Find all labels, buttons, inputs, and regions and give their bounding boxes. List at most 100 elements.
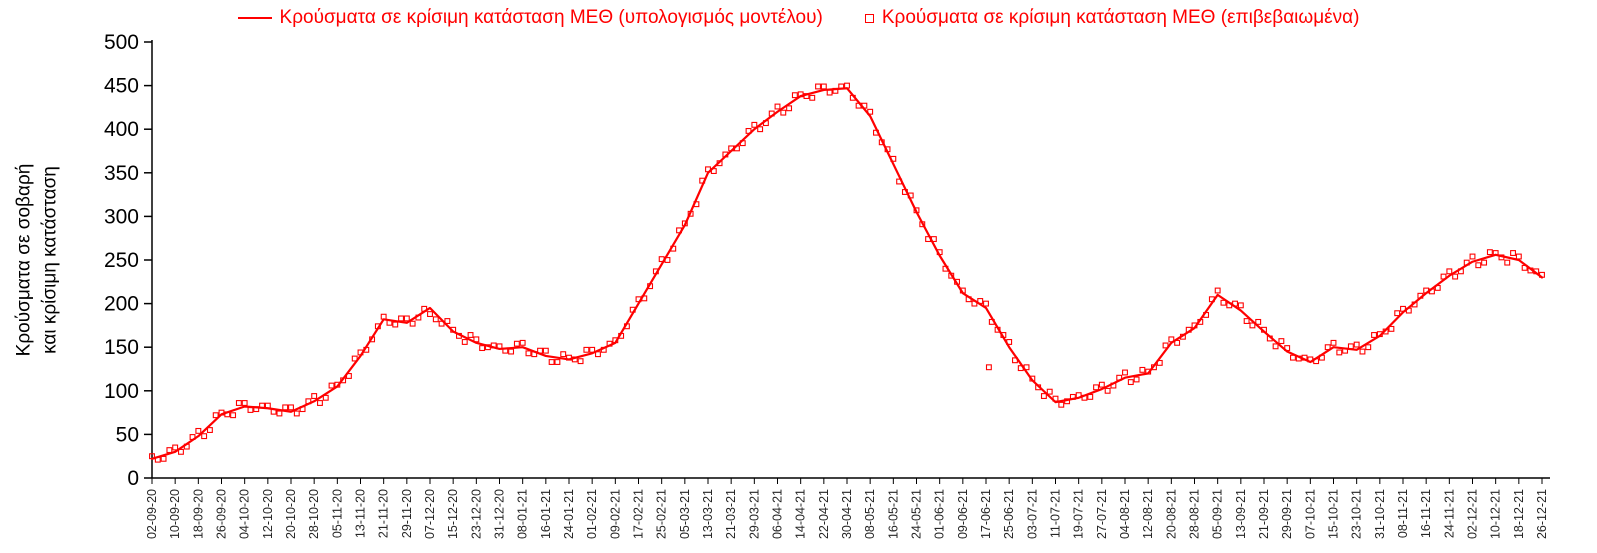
- x-tick-label: 19-07-21: [1072, 489, 1086, 539]
- confirmed-data-marker: [409, 320, 416, 327]
- confirmed-data-marker: [1371, 332, 1377, 338]
- x-tick-label: 08-11-21: [1396, 489, 1410, 538]
- confirmed-data-marker: [1278, 338, 1285, 345]
- confirmed-data-marker: [525, 350, 532, 357]
- confirmed-data-marker: [293, 410, 300, 417]
- x-tick-label: 23-10-21: [1350, 489, 1364, 539]
- x-tick-label: 11-07-21: [1049, 489, 1063, 538]
- confirmed-data-marker: [548, 359, 555, 365]
- confirmed-data-marker: [815, 83, 821, 90]
- confirmed-data-marker: [212, 412, 219, 419]
- confirmed-data-marker: [328, 382, 335, 389]
- confirmed-data-marker: [1504, 259, 1511, 266]
- y-tick-label: 200: [104, 293, 139, 316]
- confirmed-data-marker: [826, 89, 833, 96]
- confirmed-data-marker: [554, 359, 561, 365]
- confirmed-data-marker: [513, 340, 520, 347]
- confirmed-data-marker: [780, 109, 787, 116]
- x-tick-label: 02-09-20: [145, 489, 159, 539]
- confirmed-data-marker: [241, 400, 248, 406]
- confirmed-data-marker: [1272, 343, 1279, 350]
- y-axis-title-line-1: Κρούσματα σε σοβαρή: [13, 163, 35, 357]
- x-tick-label: 18-09-20: [191, 489, 205, 539]
- x-tick-label: 09-06-21: [956, 489, 970, 539]
- x-tick-label: 29-11-20: [400, 489, 414, 538]
- confirmed-data-marker: [317, 400, 323, 406]
- x-tick-label: 18-12-21: [1512, 489, 1526, 539]
- confirmed-data-marker: [508, 348, 515, 355]
- x-tick-label: 28-10-20: [307, 489, 321, 539]
- confirmed-data-marker: [1394, 310, 1401, 317]
- confirmed-data-marker: [1324, 344, 1331, 351]
- confirmed-data-marker: [983, 300, 989, 307]
- x-tick-label: 27-07-21: [1095, 489, 1109, 539]
- x-tick-label: 12-10-20: [261, 489, 275, 539]
- x-tick-label: 07-12-20: [423, 489, 437, 539]
- x-tick-label: 04-10-20: [238, 489, 252, 539]
- confirmed-data-marker: [1087, 393, 1094, 400]
- confirmed-data-marker: [160, 455, 167, 462]
- x-tick-label: 21-09-21: [1257, 489, 1271, 539]
- confirmed-data-marker: [166, 447, 173, 454]
- x-tick-label: 24-05-21: [910, 489, 924, 539]
- confirmed-data-marker: [311, 393, 318, 399]
- confirmed-data-marker: [467, 332, 474, 338]
- confirmed-data-marker: [351, 355, 358, 362]
- x-tick-label: 05-11-20: [330, 489, 344, 538]
- y-tick-label: 400: [104, 118, 139, 141]
- confirmed-data-marker: [247, 407, 254, 413]
- x-tick-label: 12-08-21: [1141, 489, 1155, 539]
- x-tick-label: 01-02-21: [585, 489, 599, 539]
- x-tick-label: 29-03-21: [747, 489, 761, 539]
- y-tick-label: 150: [104, 336, 139, 359]
- confirmed-data-marker: [985, 364, 992, 371]
- x-tick-label: 05-03-21: [678, 489, 692, 539]
- x-tick-label: 13-03-21: [701, 489, 715, 539]
- confirmed-data-marker: [195, 427, 202, 434]
- confirmed-data-marker: [479, 345, 486, 352]
- confirmed-data-marker: [1174, 339, 1181, 346]
- x-tick-label: 16-05-21: [886, 489, 900, 539]
- x-tick-label: 30-04-21: [840, 489, 854, 539]
- y-axis-title: Κρούσματα σε σοβαρή και κρίσιμη κατάστασ…: [11, 164, 62, 357]
- x-tick-label: 24-01-21: [562, 489, 576, 539]
- confirmed-data-marker: [820, 83, 827, 90]
- confirmed-data-marker: [1104, 387, 1111, 394]
- confirmed-data-marker: [398, 315, 404, 322]
- x-tick-label: 10-12-21: [1489, 489, 1503, 539]
- model-line: [150, 87, 1544, 460]
- confirmed-data-marker: [1515, 253, 1522, 260]
- x-tick-label: 24-11-21: [1442, 489, 1456, 538]
- confirmed-data-marker: [542, 347, 549, 354]
- confirmed-data-marker: [1040, 393, 1047, 399]
- confirmed-data-marker: [1353, 341, 1360, 348]
- y-tick-label: 0: [127, 467, 139, 490]
- legend-label-confirmed: Κρούσματα σε κρίσιμη κατάσταση ΜΕΘ (επιβ…: [881, 7, 1360, 28]
- y-tick-label: 100: [104, 380, 139, 403]
- confirmed-data-marker: [444, 318, 451, 324]
- x-tick-label: 10-09-20: [168, 489, 182, 539]
- x-tick-label: 04-08-21: [1118, 489, 1132, 539]
- confirmed-data-marker: [1139, 366, 1146, 373]
- confirmed-data-marker: [1452, 273, 1459, 280]
- confirmed-data-marker: [206, 427, 213, 433]
- confirmed-data-marker: [1162, 342, 1169, 349]
- confirmed-data-marker: [201, 433, 208, 440]
- confirmed-data-marker: [1237, 302, 1244, 309]
- confirmed-data-marker: [757, 126, 764, 133]
- confirmed-data-marker: [1481, 259, 1488, 266]
- confirmed-data-marker: [432, 316, 439, 323]
- confirmed-data-marker: [1098, 381, 1105, 388]
- line-swatch-icon: [237, 17, 272, 19]
- confirmed-data-marker: [1359, 348, 1366, 355]
- x-tick-label: 20-10-20: [284, 489, 298, 539]
- x-tick-label: 05-09-21: [1211, 489, 1225, 539]
- x-tick-label: 01-06-21: [933, 489, 947, 539]
- confirmed-data-marker: [1133, 376, 1140, 383]
- x-tick-label: 17-06-21: [979, 489, 993, 539]
- confirmed-data-marker: [1122, 369, 1128, 376]
- confirmed-data-marker: [461, 339, 468, 345]
- x-tick-label: 09-02-21: [608, 489, 622, 539]
- confirmed-data-marker: [1475, 262, 1482, 269]
- confirmed-data-marker: [322, 394, 329, 401]
